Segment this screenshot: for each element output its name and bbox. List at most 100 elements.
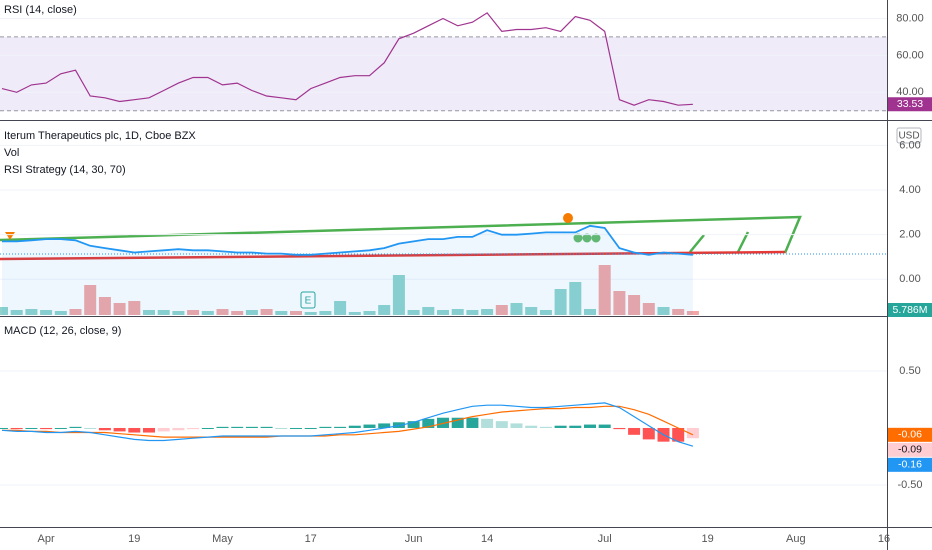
price-line <box>2 224 693 256</box>
volume-bar <box>642 303 655 315</box>
volume-bar <box>201 311 214 315</box>
volume-bar <box>143 310 155 315</box>
histogram-bar <box>363 424 376 428</box>
y-tick-label: 80.00 <box>896 12 924 24</box>
volume-bar <box>40 310 53 315</box>
volume-bar <box>554 289 567 315</box>
last-value-label: -0.06 <box>898 429 922 441</box>
histogram-bar <box>216 426 229 428</box>
price-area <box>2 225 693 315</box>
histogram-bar <box>187 427 200 430</box>
volume-bar <box>657 307 670 315</box>
histogram-bar <box>672 427 685 442</box>
volume-bar <box>525 307 538 315</box>
volume-bar <box>481 309 494 315</box>
histogram-bar <box>54 427 67 429</box>
volume-bar <box>363 311 376 315</box>
x-tick-label: Jun <box>405 533 423 545</box>
volume-bar <box>378 305 391 315</box>
volume-bar <box>172 311 185 315</box>
macd-line <box>1 402 694 447</box>
histogram-bar <box>422 418 435 428</box>
histogram-bar <box>275 427 288 429</box>
histogram-bar <box>613 427 626 430</box>
histogram-bar <box>128 427 141 433</box>
histogram-bar <box>451 417 464 428</box>
volume-bar <box>304 311 317 315</box>
volume-bar <box>113 303 126 315</box>
volume-bar <box>69 309 82 315</box>
volume-bar <box>686 311 699 315</box>
histogram-bar <box>539 426 552 428</box>
histogram-bar <box>231 426 244 428</box>
volume-bar <box>451 309 464 315</box>
volume-bar <box>407 310 420 315</box>
svg-text:E: E <box>305 296 312 307</box>
symbol-title: Iterum Therapeutics plc, 1D, Cboe BZX <box>4 130 196 142</box>
histogram-bar <box>319 426 332 428</box>
histogram-bar <box>481 418 494 428</box>
volume-bar <box>157 310 170 315</box>
x-tick-label: 19 <box>128 533 140 545</box>
x-tick-label: 14 <box>481 533 493 545</box>
last-value-tag <box>888 442 932 457</box>
volume-bar <box>334 301 347 315</box>
x-tick-label: 17 <box>305 533 317 545</box>
y-tick-label: 0.50 <box>899 365 920 377</box>
rsi-title: RSI (14, close) <box>4 4 77 16</box>
histogram-bar <box>69 426 82 428</box>
y-tick-label: -0.50 <box>897 479 922 491</box>
histogram-bar <box>378 423 391 428</box>
histogram-bar <box>598 424 611 428</box>
histogram-bar <box>569 425 582 428</box>
last-value-label: 5.786M <box>892 304 927 316</box>
y-tick-label: 40.00 <box>896 86 924 98</box>
volume-bar <box>54 311 67 315</box>
histogram-bar <box>201 427 214 429</box>
histogram-bar <box>628 427 641 435</box>
y-tick-label: 0.00 <box>899 273 920 285</box>
histogram-bar <box>0 427 8 429</box>
histogram-bar <box>260 426 273 428</box>
volume-bar <box>319 311 332 315</box>
volume-bar <box>187 310 200 315</box>
volume-bar <box>290 311 302 315</box>
currency-box[interactable] <box>896 127 922 144</box>
rsi-line <box>1 12 693 106</box>
volume-bar <box>260 309 273 315</box>
volume-bar <box>437 310 449 315</box>
volume-bar <box>128 301 141 315</box>
macd-title: MACD (12, 26, close, 9) <box>4 325 121 337</box>
volume-bar <box>10 310 23 315</box>
volume-bar <box>539 310 552 315</box>
x-tick-label: Aug <box>786 533 806 545</box>
volume-bar <box>275 311 288 315</box>
volume-bar <box>245 310 258 315</box>
histogram-bar <box>584 424 596 428</box>
histogram-bar <box>334 426 347 428</box>
volume-bar <box>422 307 435 315</box>
last-value-tag <box>888 427 932 442</box>
histogram-bar <box>10 427 23 430</box>
histogram-bar <box>510 423 523 428</box>
x-tick-label: May <box>212 533 233 545</box>
last-value-tag <box>888 457 932 472</box>
volume-bar <box>510 303 523 315</box>
x-tick-label: Apr <box>38 533 55 545</box>
volume-bar <box>495 305 508 315</box>
volume-bar <box>0 307 8 315</box>
histogram-bar <box>525 425 538 428</box>
x-tick-label: 16 <box>878 533 890 545</box>
histogram-bar <box>495 421 508 428</box>
y-tick-label: 4.00 <box>899 184 920 196</box>
histogram-bar <box>157 427 170 432</box>
volume-bar <box>25 309 38 315</box>
histogram-bar <box>304 427 317 429</box>
histogram-bar <box>407 421 420 428</box>
volume-bar <box>672 309 685 315</box>
signal-line <box>2 405 694 438</box>
histogram-bar <box>172 427 185 431</box>
histogram-bar <box>25 427 38 429</box>
